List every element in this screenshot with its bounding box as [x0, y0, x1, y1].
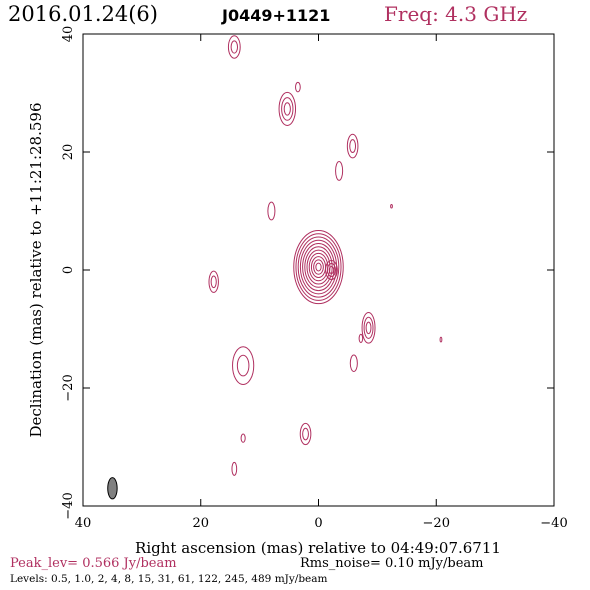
component-c6 — [267, 201, 276, 221]
plot-border — [82, 33, 555, 507]
y-axis-label: Declination (mas) relative to +11:21:28.… — [27, 102, 45, 437]
axis-ticks: 40 20 0 −20 −40 −40 −20 0 20 40 — [61, 26, 568, 531]
component-c2 — [278, 91, 297, 126]
component-c11 — [358, 333, 364, 344]
contour-ring — [349, 354, 358, 372]
contour-ring — [306, 249, 331, 285]
contour-ring — [313, 259, 324, 275]
contour-ring — [267, 201, 276, 221]
contour-ring — [278, 91, 297, 126]
contour-ring — [210, 275, 217, 289]
contour-ring — [299, 422, 312, 446]
peak-level: Peak_lev= 0.566 Jy/beam — [10, 556, 177, 571]
contour-ring — [349, 139, 357, 154]
component-c7 — [390, 204, 393, 209]
beam-shape — [107, 477, 118, 500]
source-name: J0449+1121 — [222, 6, 331, 25]
component-c1 — [227, 35, 241, 59]
contour-ring — [295, 81, 301, 93]
contour-ring — [308, 252, 329, 282]
contour-ring — [346, 133, 359, 159]
component-c10 — [439, 336, 443, 343]
contour-ring — [227, 35, 241, 59]
x-tick-label: −20 — [423, 516, 450, 531]
component-c13 — [232, 346, 255, 385]
x-tick-label: 20 — [192, 516, 209, 531]
component-c12 — [349, 354, 358, 372]
contour-plot: 40 20 0 −20 −40 −40 −20 0 20 40 Right ascension (… — [27, 26, 568, 556]
contour-ring — [295, 233, 342, 301]
contour-map — [208, 35, 443, 476]
y-tick-label: 40 — [61, 26, 76, 43]
y-tick-label: −20 — [61, 374, 76, 401]
contour-ring — [232, 346, 255, 385]
contour-ring — [297, 236, 340, 298]
contour-ring — [328, 265, 335, 275]
x-tick-label: 40 — [75, 516, 92, 531]
contour-ring — [302, 243, 335, 292]
component-c14 — [299, 422, 312, 446]
contour-ring — [325, 260, 338, 280]
x-axis-label: Right ascension (mas) relative to 04:49:… — [135, 539, 501, 556]
component-c5 — [335, 160, 344, 181]
contour-ring — [208, 270, 219, 293]
epoch-date: 2016.01.24(6) — [8, 2, 158, 26]
component-c3 — [295, 81, 301, 93]
component-c8 — [208, 270, 219, 293]
contour-ring — [236, 354, 250, 377]
contour-ring — [363, 316, 374, 339]
component-c9 — [361, 311, 376, 344]
y-tick-label: 0 — [61, 266, 76, 274]
component-core-ext — [325, 260, 338, 280]
contour-ring — [365, 321, 372, 335]
beam-ellipse — [107, 477, 118, 500]
plot-frame — [82, 33, 555, 507]
frequency-label: Freq: 4.3 GHz — [384, 2, 528, 26]
contour-ring — [240, 433, 246, 443]
contour-ring — [361, 311, 376, 344]
contour-ring — [326, 263, 337, 277]
contour-ring — [439, 336, 443, 343]
y-tick-label: −40 — [61, 492, 76, 519]
contour-ring — [302, 427, 309, 441]
component-c4 — [346, 133, 359, 159]
contour-ring — [231, 461, 238, 476]
contour-ring — [358, 333, 364, 344]
x-tick-label: 0 — [314, 516, 322, 531]
contour-ring — [293, 229, 344, 305]
component-c15 — [240, 433, 246, 443]
contour-levels: Levels: 0.5, 1.0, 2, 4, 8, 15, 31, 61, 1… — [10, 573, 328, 585]
component-c16 — [231, 461, 238, 476]
contour-ring — [315, 262, 322, 272]
y-tick-label: 20 — [61, 144, 76, 161]
contour-ring — [299, 239, 338, 295]
contour-ring — [281, 97, 294, 121]
component-core — [293, 229, 344, 305]
contour-ring — [283, 102, 291, 116]
contour-ring — [230, 40, 239, 54]
x-tick-label: −40 — [540, 516, 567, 531]
contour-ring — [390, 204, 393, 209]
rms-noise: Rms_noise= 0.10 mJy/beam — [300, 556, 484, 571]
contour-ring — [335, 160, 344, 181]
